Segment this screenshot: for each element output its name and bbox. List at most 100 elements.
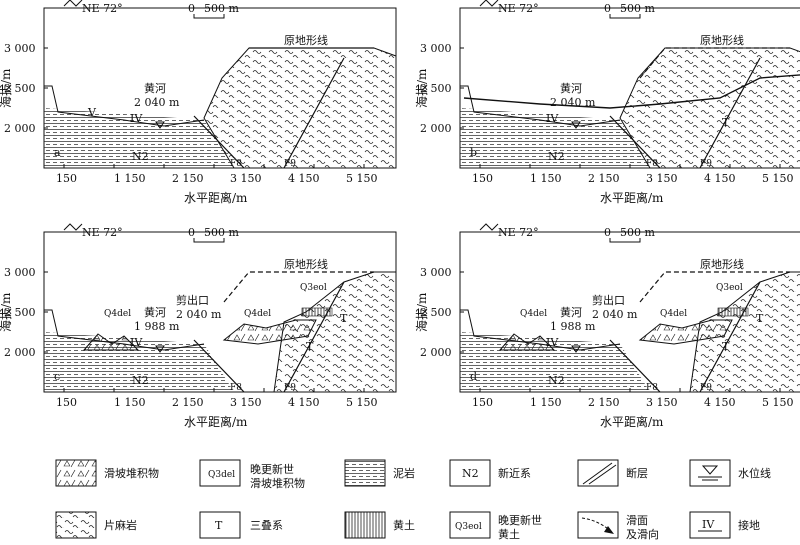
legend-item-slip-surface: 滑面 及滑向: [577, 511, 659, 541]
unit-t: T: [306, 340, 314, 353]
river-name: 黄河: [560, 305, 582, 319]
legend-text2: 及滑向: [626, 527, 659, 541]
y-tick: 3 000: [4, 42, 36, 55]
y-axis-title: 海拔/m: [414, 68, 429, 108]
fault-f8: F8: [646, 159, 658, 169]
legend-item-landslide-deposit: 滑坡堆积物: [55, 459, 159, 487]
panel-label: b: [470, 146, 477, 159]
q4del-label-1: Q4del: [520, 309, 547, 319]
y-axis-title: 海拔/m: [0, 68, 13, 108]
x-tick: 2 150: [588, 172, 620, 185]
fault-f9: F9: [284, 383, 296, 393]
x-tick: 4 150: [288, 172, 320, 185]
x-tick: 5 150: [346, 172, 378, 185]
y-tick: 3 000: [420, 42, 452, 55]
unit-n2: N2: [548, 150, 565, 163]
q3eol-label: Q3eol: [716, 283, 743, 293]
legend-landslide-symbol: [55, 459, 97, 487]
terrace-label-v: V: [87, 106, 97, 119]
q4del-label-2: Q4del: [660, 309, 687, 319]
x-tick: 5 150: [346, 396, 378, 409]
legend-text: 黄土: [393, 518, 415, 532]
legend-text: 泥岩: [393, 466, 415, 480]
original-terrain-label: 原地形线: [284, 33, 328, 47]
shear-outlet-label: 剪出口: [176, 293, 209, 307]
x-tick: 5 150: [762, 396, 794, 409]
panel-label: c: [54, 370, 60, 383]
fault-f8: F8: [230, 383, 242, 393]
panel-label: d: [470, 370, 477, 383]
x-tick: 5 150: [762, 172, 794, 185]
y-tick: 2 000: [4, 122, 36, 135]
legend-item-triassic: T 三叠系: [199, 511, 283, 539]
legend-text: 滑坡堆积物: [104, 466, 159, 480]
unit-t-2: T: [340, 312, 348, 325]
legend-code: IV: [702, 518, 715, 531]
legend-text2: 黄土: [498, 527, 520, 541]
panel-label: a: [54, 146, 61, 159]
river-name: 黄河: [144, 81, 166, 95]
legend-item-fault: 断层: [577, 459, 648, 487]
original-terrain-label: 原地形线: [284, 257, 328, 271]
x-axis-title: 水平距离/m: [600, 414, 664, 429]
x-axis-title: 水平距离/m: [600, 190, 664, 205]
river-elevation: 2 040 m: [134, 96, 180, 109]
legend-text: 晚更新世: [250, 462, 294, 476]
x-tick: 4 150: [704, 396, 736, 409]
x-axis-title: 水平距离/m: [184, 190, 248, 205]
legend-item-late-pleistocene-landslide: Q3del 晚更新世 滑坡堆积物: [199, 459, 305, 490]
y-tick: 2 000: [420, 346, 452, 359]
legend-item-gneiss: 片麻岩: [55, 511, 137, 539]
terrace-label: IV: [130, 336, 143, 349]
legend-text: 片麻岩: [104, 518, 137, 532]
y-axis-title: 海拔/m: [0, 292, 13, 332]
y-tick: 2 500: [4, 82, 36, 95]
fault-f9: F9: [700, 383, 712, 393]
x-tick: 3 150: [646, 172, 678, 185]
north-arrow-label: NE 72°: [82, 226, 123, 239]
x-tick: 2 150: [588, 396, 620, 409]
legend-text: 水位线: [738, 466, 771, 480]
scale-label: 500 m: [204, 2, 239, 15]
y-tick: 2 500: [420, 82, 452, 95]
river-elevation: 2 040 m: [550, 96, 596, 109]
x-tick: 1 150: [530, 172, 562, 185]
fault-f8: F8: [646, 383, 658, 393]
legend-item-neogene: N2 新近系: [449, 459, 531, 487]
unit-n2: N2: [132, 150, 149, 163]
legend-text: 晚更新世: [498, 513, 542, 527]
legend-code: Q3del: [208, 470, 235, 480]
q4del-label-2: Q4del: [244, 309, 271, 319]
legend-text: 断层: [626, 466, 648, 480]
x-tick: 3 150: [230, 172, 262, 185]
scale-zero: 0: [188, 226, 195, 239]
x-tick: 150: [56, 396, 77, 409]
y-axis-title: 海拔/m: [414, 292, 429, 332]
terrace-label: IV: [130, 112, 143, 125]
scale-label: 500 m: [204, 226, 239, 239]
north-arrow-label: NE 72°: [82, 2, 123, 15]
fault-f9: F9: [700, 159, 712, 169]
river-elevation: 1 988 m: [550, 320, 596, 333]
scale-zero: 0: [604, 226, 611, 239]
legend-item-water-level: 水位线: [689, 459, 771, 487]
terrace-label: IV: [546, 112, 559, 125]
x-tick: 3 150: [646, 396, 678, 409]
unit-t: T: [722, 340, 730, 353]
fault-f9: F9: [284, 159, 296, 169]
legend-text: 接地: [738, 519, 760, 532]
legend-text: 三叠系: [250, 519, 283, 532]
shear-outlet-elevation: 2 040 m: [176, 308, 222, 321]
x-tick: 2 150: [172, 172, 204, 185]
terrace-label: IV: [546, 336, 559, 349]
legend-item-late-pleistocene-loess: Q3eol 晚更新世 黄土: [449, 511, 542, 541]
q3eol-label: Q3eol: [300, 283, 327, 293]
river-name: 黄河: [144, 305, 166, 319]
legend-item-terrace: IV 接地: [689, 511, 760, 539]
x-tick: 1 150: [114, 396, 146, 409]
x-tick: 150: [472, 172, 493, 185]
legend-code: T: [215, 519, 223, 532]
